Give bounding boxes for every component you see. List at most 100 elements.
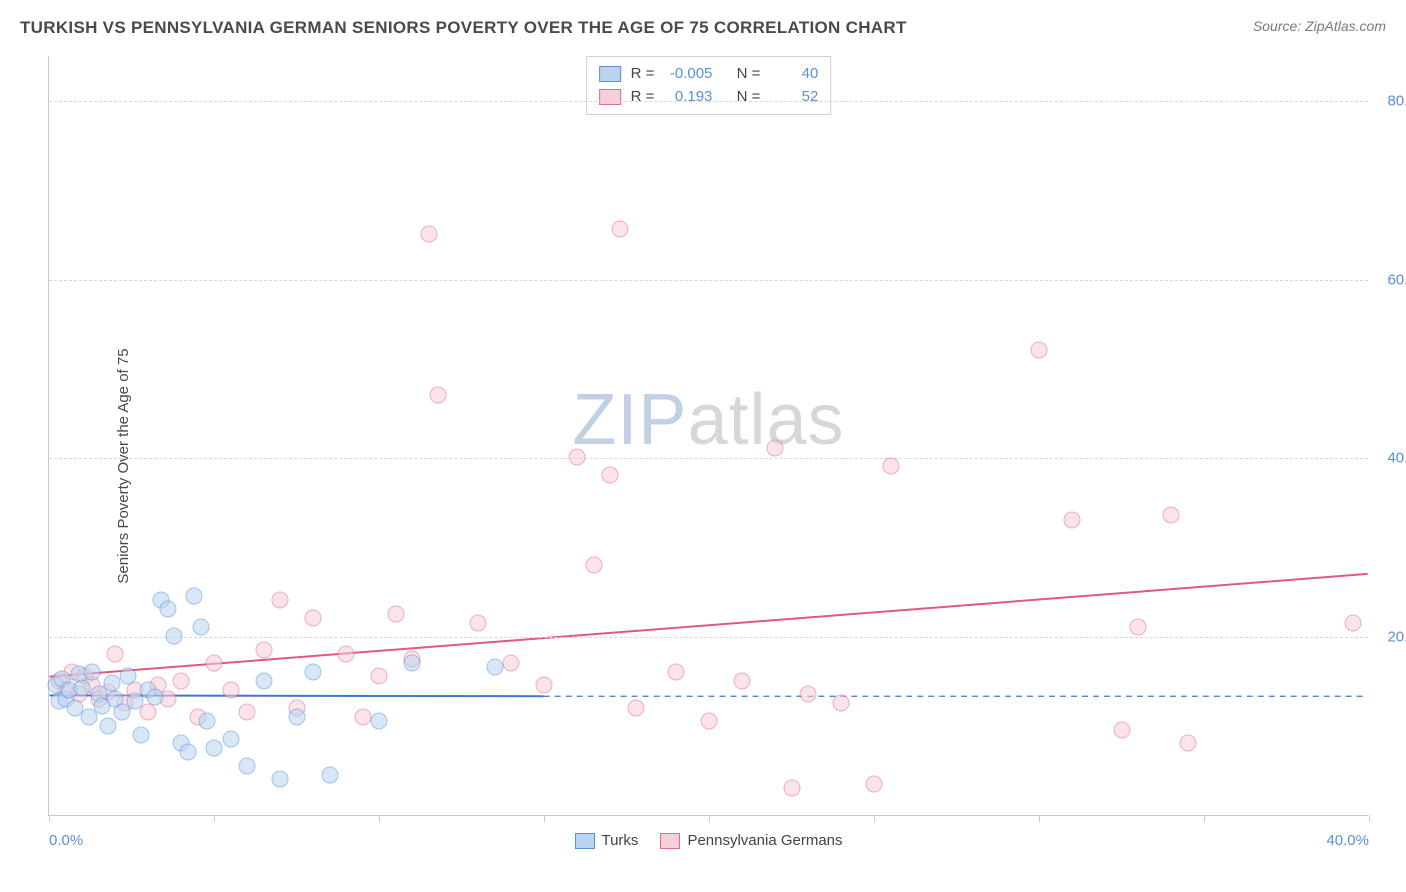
swatch-penn <box>599 89 621 105</box>
source-attribution: Source: ZipAtlas.com <box>1253 18 1386 34</box>
data-point-penn <box>1031 342 1048 359</box>
data-point-penn <box>107 646 124 663</box>
data-point-penn <box>1113 722 1130 739</box>
n-label: N = <box>737 63 761 86</box>
penn-n-value: 52 <box>770 86 818 109</box>
data-point-penn <box>1064 511 1081 528</box>
gridline <box>49 101 1368 102</box>
data-point-turks <box>206 739 223 756</box>
r-label: R = <box>631 86 655 109</box>
x-tick <box>1369 815 1370 822</box>
x-tick-label: 40.0% <box>1326 832 1369 849</box>
trend-lines <box>49 56 1368 815</box>
chart-container: Seniors Poverty Over the Age of 75 ZIPat… <box>0 46 1406 886</box>
source-name: ZipAtlas.com <box>1305 18 1386 34</box>
x-tick <box>1039 815 1040 822</box>
data-point-turks <box>404 655 421 672</box>
data-point-penn <box>882 458 899 475</box>
data-point-penn <box>611 221 628 238</box>
data-point-turks <box>100 717 117 734</box>
data-point-penn <box>1344 614 1361 631</box>
x-tick <box>709 815 710 822</box>
data-point-penn <box>140 704 157 721</box>
data-point-penn <box>272 592 289 609</box>
data-point-turks <box>288 708 305 725</box>
data-point-penn <box>628 699 645 716</box>
data-point-penn <box>371 668 388 685</box>
r-label: R = <box>631 63 655 86</box>
x-tick <box>874 815 875 822</box>
legend-swatch-penn <box>660 833 680 849</box>
swatch-turks <box>599 66 621 82</box>
data-point-turks <box>199 713 216 730</box>
y-tick-label: 20.0% <box>1387 629 1406 646</box>
chart-title: TURKISH VS PENNSYLVANIA GERMAN SENIORS P… <box>20 18 907 38</box>
legend-item-turks: Turks <box>574 832 638 849</box>
x-tick-label: 0.0% <box>49 832 83 849</box>
data-point-turks <box>146 688 163 705</box>
data-point-penn <box>833 695 850 712</box>
data-point-penn <box>387 605 404 622</box>
legend-swatch-turks <box>574 833 594 849</box>
data-point-turks <box>179 744 196 761</box>
data-point-penn <box>503 655 520 672</box>
data-point-penn <box>783 780 800 797</box>
data-point-turks <box>192 619 209 636</box>
data-point-turks <box>83 663 100 680</box>
data-point-penn <box>354 708 371 725</box>
data-point-turks <box>222 731 239 748</box>
data-point-turks <box>321 766 338 783</box>
data-point-turks <box>486 659 503 676</box>
y-tick-label: 40.0% <box>1387 450 1406 467</box>
turks-n-value: 40 <box>770 63 818 86</box>
stats-row-penn: R = 0.193 N = 52 <box>599 86 819 109</box>
y-tick-label: 80.0% <box>1387 92 1406 109</box>
data-point-penn <box>1179 735 1196 752</box>
turks-r-value: -0.005 <box>664 63 712 86</box>
data-point-penn <box>470 614 487 631</box>
data-point-penn <box>668 663 685 680</box>
data-point-turks <box>255 672 272 689</box>
n-label: N = <box>737 86 761 109</box>
data-point-penn <box>173 672 190 689</box>
data-point-penn <box>569 449 586 466</box>
data-point-penn <box>602 467 619 484</box>
data-point-penn <box>536 677 553 694</box>
data-point-turks <box>371 713 388 730</box>
data-point-penn <box>866 775 883 792</box>
gridline <box>49 637 1368 638</box>
x-tick <box>214 815 215 822</box>
legend-item-penn: Pennsylvania Germans <box>660 832 842 849</box>
data-point-penn <box>222 681 239 698</box>
data-point-turks <box>74 680 91 697</box>
data-point-penn <box>206 655 223 672</box>
data-point-turks <box>166 628 183 645</box>
data-point-turks <box>133 726 150 743</box>
series-legend: Turks Pennsylvania Germans <box>574 832 842 849</box>
stats-legend: R = -0.005 N = 40 R = 0.193 N = 52 <box>586 56 832 115</box>
data-point-penn <box>430 386 447 403</box>
data-point-turks <box>272 771 289 788</box>
legend-label-turks: Turks <box>601 832 638 849</box>
data-point-turks <box>103 674 120 691</box>
data-point-penn <box>305 610 322 627</box>
data-point-penn <box>255 641 272 658</box>
data-point-turks <box>120 668 137 685</box>
penn-r-value: 0.193 <box>664 86 712 109</box>
data-point-turks <box>305 663 322 680</box>
data-point-penn <box>800 686 817 703</box>
x-tick <box>379 815 380 822</box>
x-tick <box>1204 815 1205 822</box>
legend-label-penn: Pennsylvania Germans <box>687 832 842 849</box>
data-point-penn <box>420 225 437 242</box>
data-point-penn <box>585 556 602 573</box>
data-point-turks <box>159 601 176 618</box>
data-point-penn <box>1130 619 1147 636</box>
x-tick <box>544 815 545 822</box>
stats-row-turks: R = -0.005 N = 40 <box>599 63 819 86</box>
data-point-penn <box>701 713 718 730</box>
data-point-penn <box>239 704 256 721</box>
y-tick-label: 60.0% <box>1387 271 1406 288</box>
data-point-turks <box>239 757 256 774</box>
data-point-penn <box>734 672 751 689</box>
